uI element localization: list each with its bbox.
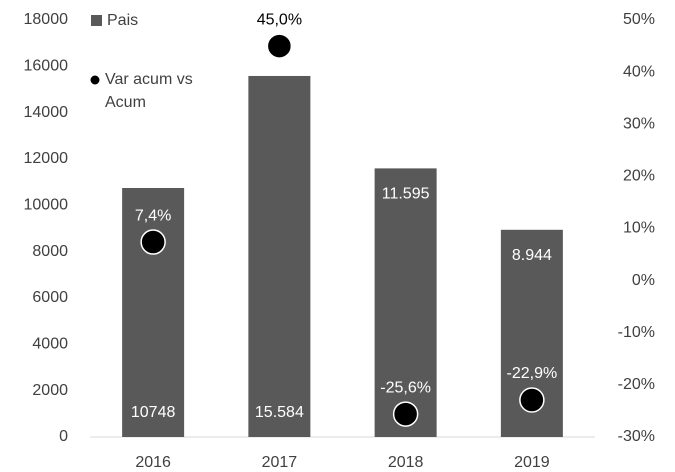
bar-value-label: 15.584	[255, 404, 304, 421]
legend-swatch	[91, 15, 102, 26]
bar-value-label: 10748	[131, 404, 176, 421]
y2-tick-label: 10%	[623, 220, 655, 237]
point	[140, 229, 166, 255]
y2-tick-label: 50%	[623, 11, 655, 28]
point-value-label: 7,4%	[135, 207, 171, 224]
bar	[122, 188, 185, 437]
y-tick-label: 6000	[32, 289, 68, 306]
legend-marker	[89, 74, 101, 86]
y-tick-label: 8000	[32, 243, 68, 260]
bar-value-label: 8.944	[512, 247, 552, 264]
point-value-label: 45,0%	[257, 11, 302, 28]
legend-label: Pais	[107, 12, 138, 29]
x-tick-label: 2018	[388, 454, 424, 471]
y-tick-label: 16000	[24, 58, 69, 75]
bar	[248, 75, 311, 437]
legend-label-box: Var acum vs Acum	[105, 71, 193, 111]
x-tick-label: 2019	[514, 454, 550, 471]
y2-tick-label: 0%	[632, 272, 655, 289]
point	[519, 387, 545, 413]
legend-label: Var acum vs Acum	[105, 71, 193, 111]
y-tick-label: 4000	[32, 336, 68, 353]
y2-tick-label: 40%	[623, 63, 655, 80]
point	[392, 401, 419, 427]
bar	[374, 168, 437, 437]
y2-tick-label: -20%	[618, 376, 655, 393]
y-tick-label: 14000	[24, 104, 69, 121]
x-tick-label: 2016	[135, 454, 171, 471]
y2-tick-label: -10%	[618, 324, 655, 341]
y-tick-label: 10000	[24, 197, 69, 214]
point	[266, 33, 293, 59]
y-tick-label: 18000	[24, 11, 69, 28]
x-tick-label: 2017	[262, 454, 298, 471]
y-tick-label: 0	[59, 428, 68, 445]
y-tick-label: 12000	[24, 150, 69, 167]
y2-tick-label: 30%	[623, 115, 655, 132]
point-value-label: -22,9%	[507, 365, 558, 382]
bar-value-label: 11.595	[382, 186, 430, 203]
y2-tick-label: -30%	[618, 428, 655, 445]
point-value-label: -25,6%	[380, 379, 431, 396]
y-tick-label: 2000	[32, 382, 68, 399]
y2-tick-label: 20%	[623, 168, 655, 185]
